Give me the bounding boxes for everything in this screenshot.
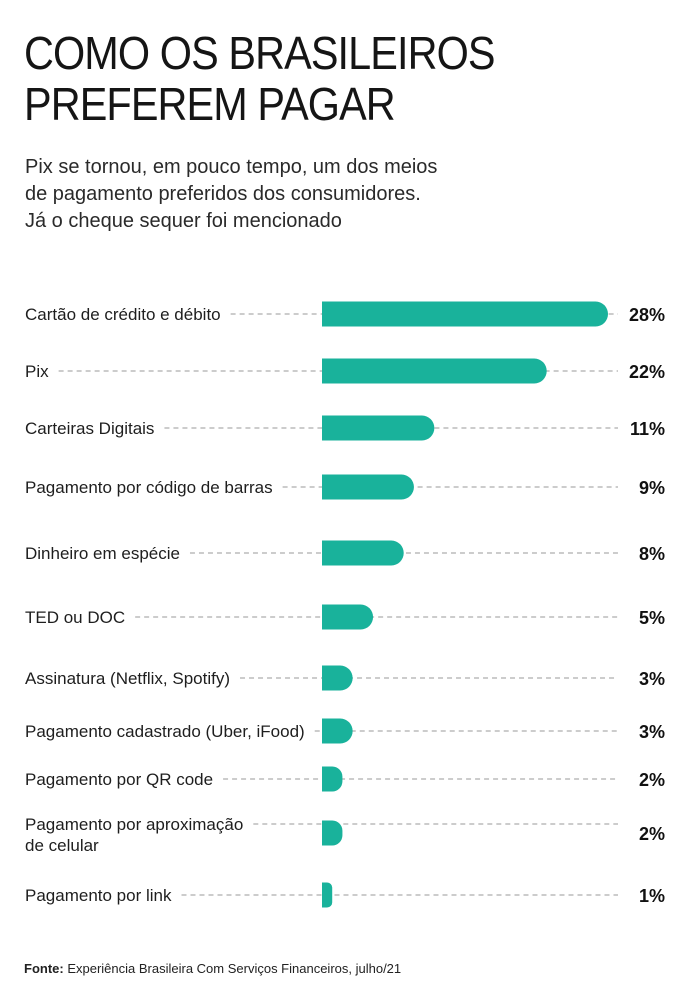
bar [322, 604, 374, 630]
value-label: 11% [630, 419, 665, 439]
bar [322, 820, 343, 846]
title-line-2: PREFEREM PAGAR [24, 78, 396, 130]
category-label: Pagamento por link [25, 886, 172, 905]
subtitle-line-3: Já o cheque sequer foi mencionado [25, 210, 342, 232]
value-label: 22% [629, 362, 665, 382]
value-label: 28% [629, 305, 665, 325]
category-label: Dinheiro em espécie [25, 544, 180, 563]
value-label: 8% [639, 544, 665, 564]
subtitle: Pix se tornou, em pouco tempo, um dos me… [25, 154, 625, 235]
category-label: TED ou DOC [25, 608, 125, 627]
subtitle-line-2: de pagamento preferidos dos consumidores… [25, 183, 421, 205]
bar [322, 358, 547, 384]
category-label: Pagamento cadastrado (Uber, iFood) [25, 722, 305, 741]
category-label: Cartão de crédito e débito [25, 305, 221, 324]
category-label: Pagamento por aproximação [25, 815, 243, 834]
bar [322, 415, 435, 441]
bar [322, 474, 414, 500]
source-text: Experiência Brasileira Com Serviços Fina… [63, 961, 402, 976]
bar [322, 540, 404, 566]
value-label: 5% [639, 608, 665, 628]
bar [322, 665, 353, 691]
value-label: 1% [639, 886, 665, 906]
category-label: de celular [25, 836, 99, 855]
value-label: 9% [639, 478, 665, 498]
bar [322, 882, 333, 908]
category-label: Carteiras Digitais [25, 419, 154, 438]
value-label: 2% [639, 770, 665, 790]
category-label: Pagamento por QR code [25, 770, 213, 789]
source-note: Fonte: Experiência Brasileira Com Serviç… [24, 961, 401, 976]
category-label: Assinatura (Netflix, Spotify) [25, 669, 230, 688]
title-line-1: COMO OS BRASILEIROS [24, 27, 496, 79]
value-label: 3% [639, 669, 665, 689]
bar [322, 718, 353, 744]
page-title: COMO OS BRASILEIROS PREFEREM PAGAR [24, 28, 600, 130]
source-label: Fonte: [24, 961, 64, 976]
bar [322, 766, 343, 792]
bar [322, 301, 608, 327]
category-label: Pagamento por código de barras [25, 478, 273, 497]
value-label: 3% [639, 722, 665, 742]
value-label: 2% [639, 824, 665, 844]
subtitle-line-1: Pix se tornou, em pouco tempo, um dos me… [25, 156, 438, 178]
category-label: Pix [25, 362, 49, 381]
